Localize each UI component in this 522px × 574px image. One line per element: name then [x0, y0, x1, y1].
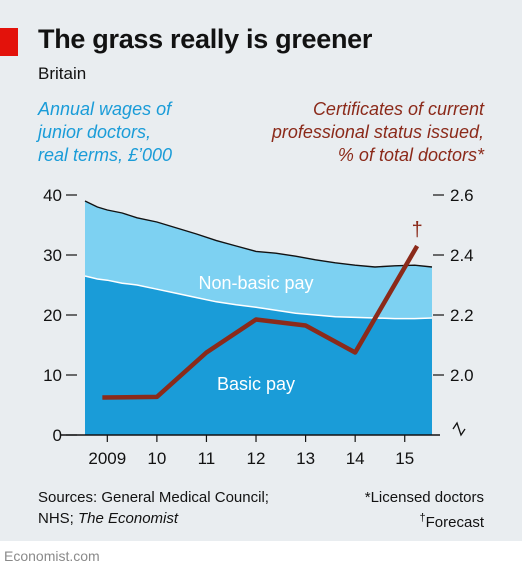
basic-pay-boundary: [84, 275, 433, 320]
footnote-forecast-text: Forecast: [425, 514, 484, 531]
total-pay-outline: [84, 200, 433, 268]
x-tick-label: 10: [147, 449, 166, 468]
left-tick-label: 40: [43, 186, 62, 205]
x-tick-label: 2009: [88, 449, 126, 468]
x-tick-label: 14: [346, 449, 365, 468]
sources-line: Sources: General Medical Council;: [38, 489, 269, 506]
forecast-marker: †: [412, 219, 423, 241]
left-tick-label: 10: [43, 366, 62, 385]
sources-line: NHS; The Economist: [38, 508, 269, 529]
axis-break-icon: [452, 421, 466, 437]
footnote-licensed: *Licensed doctors: [364, 489, 484, 506]
left-tick-label: 0: [53, 426, 62, 445]
area-basic-pay: [85, 276, 432, 435]
right-axis-label-line: professional status issued,: [271, 122, 484, 142]
dagger-mark: †: [419, 512, 426, 524]
footnotes: *Licensed doctors †Forecast: [365, 487, 484, 533]
left-tick-label: 30: [43, 246, 62, 265]
right-tick-label: 2.4: [450, 246, 474, 265]
brand-tag: [0, 28, 18, 56]
chart-subtitle: Britain: [38, 64, 87, 83]
source-credit: Economist.com: [4, 548, 100, 564]
basic-pay-label: Basic pay: [217, 374, 295, 394]
right-tick-label: 2.6: [450, 186, 474, 205]
sources-line-text: NHS;: [38, 510, 79, 527]
footnote-forecast: †Forecast: [365, 508, 484, 533]
right-axis-label-line: Certificates of current: [312, 99, 484, 119]
chart-plot: 2009 10 11 12 13 14 15 0 10 20 30 40 2.0 2.2 2.4 2.6 † No…: [43, 186, 474, 468]
left-tick-label: 20: [43, 306, 62, 325]
left-axis-label-line: junior doctors,: [38, 122, 152, 142]
right-axis-label-line: % of total doctors*: [337, 145, 484, 165]
x-tick-label: 13: [296, 449, 315, 468]
right-tick-label: 2.0: [450, 366, 474, 385]
certificates-line: [102, 244, 420, 400]
sources-publication: The Economist: [78, 510, 179, 527]
x-tick-label: 11: [198, 449, 216, 468]
left-axis-label-line: Annual wages of: [38, 99, 172, 119]
x-tick-label: 12: [247, 449, 266, 468]
x-tick-label: 15: [395, 449, 414, 468]
right-axis-label: Certificates of current professional sta…: [272, 98, 484, 167]
right-tick-label: 2.2: [450, 306, 474, 325]
non-basic-pay-label: Non-basic pay: [198, 273, 313, 293]
left-axis-label-line: real terms, £’000: [38, 145, 173, 165]
chart-title: The grass really is greener: [38, 24, 373, 54]
sources-note: Sources: General Medical Council; NHS; T…: [38, 487, 269, 529]
left-axis-label: Annual wages of junior doctors, real ter…: [38, 98, 172, 167]
